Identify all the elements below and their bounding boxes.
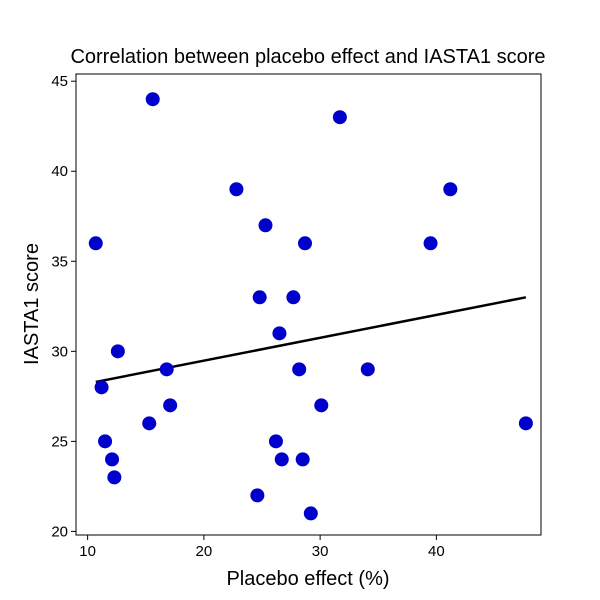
data-point	[252, 290, 267, 305]
y-tick-label: 45	[51, 73, 68, 90]
data-points	[88, 92, 533, 521]
y-tick-label: 40	[51, 163, 68, 180]
data-point	[142, 416, 157, 431]
data-point	[303, 506, 318, 521]
y-tick-label: 25	[51, 433, 68, 450]
data-point	[110, 344, 125, 359]
plot-frame	[75, 73, 542, 536]
data-point	[98, 434, 113, 449]
y-tick-label: 20	[51, 523, 68, 540]
axis-ticks: 10 20 30 40 20 25 30 35 40 45	[51, 73, 444, 560]
data-point	[105, 452, 120, 467]
data-point	[274, 452, 289, 467]
data-point	[250, 488, 265, 503]
chart-title: Correlation between placebo effect and I…	[70, 46, 545, 68]
data-point	[443, 182, 458, 197]
data-point	[229, 182, 244, 197]
data-point	[145, 92, 160, 107]
x-tick-label: 10	[79, 543, 96, 560]
x-axis-label: Placebo effect (%)	[226, 568, 389, 590]
data-point	[163, 398, 178, 413]
y-tick-label: 30	[51, 343, 68, 360]
y-tick-label: 35	[51, 253, 68, 270]
y-axis-label: IASTA1 score	[21, 243, 43, 365]
x-tick-label: 30	[312, 543, 329, 560]
data-point	[298, 236, 313, 251]
data-point	[268, 434, 283, 449]
x-tick-label: 40	[428, 543, 445, 560]
data-point	[272, 326, 287, 341]
data-point	[159, 362, 174, 377]
data-point	[88, 236, 103, 251]
data-point	[360, 362, 375, 377]
data-point	[258, 218, 273, 233]
data-point	[94, 380, 109, 395]
data-point	[332, 110, 347, 125]
data-point	[518, 416, 533, 431]
data-point	[292, 362, 307, 377]
x-tick-label: 20	[196, 543, 213, 560]
data-point	[107, 470, 122, 485]
data-point	[295, 452, 310, 467]
data-point	[314, 398, 329, 413]
data-point	[286, 290, 301, 305]
data-point	[423, 236, 438, 251]
